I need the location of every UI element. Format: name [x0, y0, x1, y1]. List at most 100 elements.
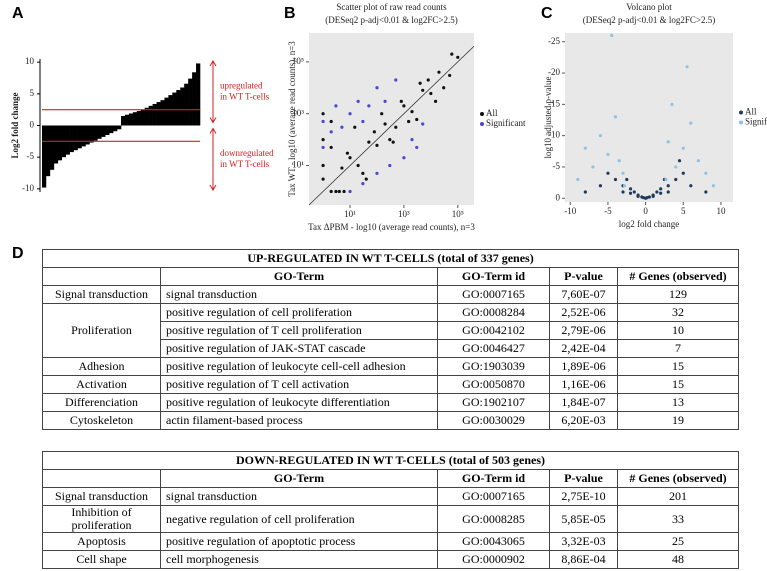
point	[591, 165, 595, 169]
point	[456, 55, 460, 59]
bar	[188, 78, 193, 126]
table-cell: positive regulation of cell proliferatio…	[160, 303, 438, 322]
point	[636, 194, 640, 198]
point	[659, 187, 663, 191]
header-row: GO-Term GO-Term id P-value # Genes (observe…	[42, 267, 740, 286]
y-axis-label: Tax WT - log10 (average read counts), n=…	[287, 41, 297, 197]
bar	[109, 125, 114, 134]
bar	[168, 95, 173, 126]
point	[394, 78, 398, 82]
table-cell: 6,20E-03	[549, 411, 618, 430]
point	[418, 81, 422, 85]
x-axis-label: log2 fold change	[619, 219, 679, 229]
point	[329, 189, 333, 194]
point	[625, 177, 629, 182]
category-cell: Apoptosis	[42, 532, 161, 551]
point	[645, 196, 649, 200]
point	[361, 182, 365, 186]
table-row: Activation positive regulation of T cell …	[42, 375, 740, 394]
point	[415, 145, 419, 150]
point	[321, 112, 325, 116]
header-cell	[42, 469, 161, 488]
point	[334, 104, 338, 108]
arrow-head	[209, 60, 217, 67]
point	[666, 140, 670, 144]
header-cell: GO-Term id	[437, 267, 550, 286]
panel-label: D	[12, 245, 24, 262]
point	[583, 146, 587, 150]
header-row: GO-Term GO-Term id P-value # Genes (observe…	[42, 469, 740, 488]
table-cell: 201	[616, 487, 740, 506]
header-cell: P-value	[549, 469, 618, 488]
plot-background	[309, 33, 474, 205]
category-cell: Inhibition of proliferation	[42, 505, 161, 533]
point	[421, 122, 425, 126]
bar	[105, 125, 110, 135]
table-cell: 32	[616, 303, 740, 322]
bar	[73, 125, 78, 151]
x-tick-label: 5	[681, 206, 686, 216]
table-cell: 25	[616, 532, 740, 551]
table-cell: GO:0008284	[437, 303, 550, 322]
y-tick-label: 5	[30, 88, 35, 98]
bar	[117, 125, 122, 130]
point	[704, 171, 708, 175]
chart-title: Scatter plot of raw read counts	[336, 2, 447, 12]
point	[613, 177, 618, 182]
category-cell: Activation	[42, 375, 161, 394]
bar	[93, 125, 98, 141]
point	[628, 187, 633, 191]
header-cell: GO-Term	[160, 267, 438, 286]
point	[375, 86, 379, 90]
point	[426, 78, 430, 82]
table-cell: cell morphogenesis	[160, 550, 438, 569]
point	[348, 156, 352, 160]
table-cell: 1,16E-06	[549, 375, 618, 394]
table-cell: positive regulation of T cell activation	[160, 375, 438, 394]
point	[610, 33, 614, 38]
point	[651, 194, 655, 198]
title-row: DOWN-REGULATED IN WT T-CELLS (total of 5…	[41, 451, 740, 470]
point	[674, 165, 678, 169]
point	[670, 102, 674, 106]
point	[345, 151, 350, 155]
table-cell: signal transduction	[160, 487, 438, 506]
point	[340, 166, 344, 170]
bar	[136, 110, 142, 126]
chart-subtitle: (DESeq2 p-adj<0.01 & log2FC>2.5)	[325, 15, 457, 25]
point	[329, 145, 333, 150]
category-cell: Cell shape	[42, 550, 161, 569]
point	[583, 190, 587, 194]
bar	[45, 125, 51, 177]
bar	[101, 125, 106, 137]
bar	[85, 125, 90, 145]
bar	[156, 102, 161, 126]
table-cell: 15	[616, 357, 740, 376]
x-tick-label: 10¹	[344, 209, 356, 219]
x-tick-label: 10	[716, 206, 726, 216]
panel-label: C	[541, 5, 553, 22]
arrow-head	[209, 127, 217, 134]
point	[340, 125, 344, 129]
title-row: UP-REGULATED IN WT T-CELLS (total of 337…	[41, 249, 740, 268]
table-row: Adhesion positive regulation of leukocyte…	[42, 357, 740, 376]
point	[367, 104, 371, 108]
table-row: Inhibition of proliferation negative regu…	[42, 505, 740, 533]
point	[364, 177, 368, 181]
point	[448, 73, 452, 78]
bar	[140, 109, 145, 126]
table-cell: negative regulation of cell proliferatio…	[160, 505, 438, 533]
diagonal	[308, 45, 475, 206]
table-cell: 15	[616, 375, 740, 394]
table-cell: signal transduction	[160, 285, 438, 304]
point	[388, 138, 392, 142]
point	[353, 125, 357, 129]
header-cell	[42, 267, 161, 286]
table-row: positive regulation of JAK-STAT cascade G…	[43, 339, 740, 358]
point	[321, 119, 325, 124]
annotation: in WT T-cells	[220, 159, 270, 169]
bar	[184, 83, 189, 126]
header-cell: GO-Term id	[437, 469, 550, 488]
chart-title: Volcano plot	[626, 2, 672, 12]
